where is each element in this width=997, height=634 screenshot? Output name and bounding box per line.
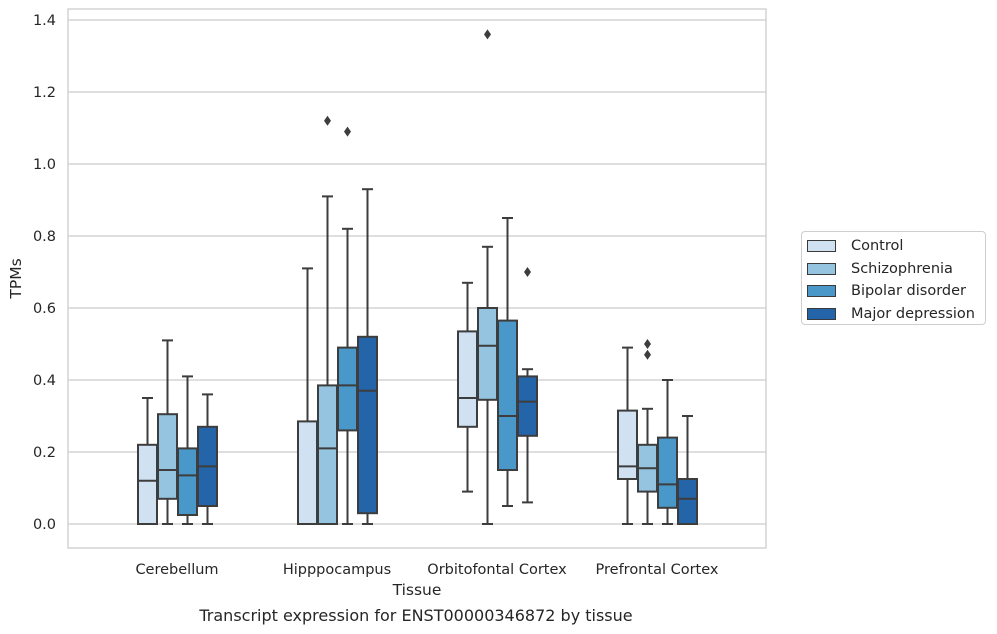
outlier-point xyxy=(524,267,531,277)
y-tick-label: 1.4 xyxy=(33,13,56,29)
y-tick-label: 0.6 xyxy=(33,301,56,317)
box-iqr xyxy=(137,443,158,525)
box-control xyxy=(617,346,638,525)
y-axis-label: TPMs xyxy=(7,258,25,299)
legend-label: Major depression xyxy=(851,305,975,322)
box-iqr xyxy=(357,335,378,515)
box-schizophrenia xyxy=(317,115,338,525)
outlier-point xyxy=(344,126,351,137)
chart-title: Transcript expression for ENST0000034687… xyxy=(199,606,633,625)
box-control xyxy=(457,281,478,493)
box-schizophrenia xyxy=(157,339,178,525)
legend: Control Schizophrenia Bipolar disorder Majo… xyxy=(801,231,986,325)
y-tick-label: 0.0 xyxy=(33,517,56,533)
box-iqr xyxy=(337,346,358,432)
box-iqr xyxy=(677,478,698,525)
box-schizophrenia xyxy=(637,339,658,525)
legend-item: Control xyxy=(807,235,985,258)
box-plot-marks xyxy=(137,29,698,525)
box-iqr xyxy=(497,319,518,471)
x-tick-label: Hipppocampus xyxy=(283,562,391,578)
legend-swatch xyxy=(807,307,836,320)
box-iqr xyxy=(157,413,178,500)
box-iqr xyxy=(617,409,638,481)
x-axis-label: Tissue xyxy=(392,581,442,599)
outlier-point xyxy=(644,349,651,360)
box-major-depression xyxy=(677,415,698,525)
y-tick-label: 0.8 xyxy=(33,229,56,245)
x-tick-label: Cerebellum xyxy=(135,562,218,578)
outlier-point xyxy=(644,339,651,349)
legend-item: Major depression xyxy=(807,303,985,326)
box-major-depression xyxy=(197,393,218,525)
box-bipolar-disorder xyxy=(177,375,198,525)
legend-swatch xyxy=(807,262,836,275)
legend-swatch xyxy=(807,285,836,298)
outlier-point xyxy=(484,29,491,40)
box-schizophrenia xyxy=(477,29,498,525)
box-major-depression xyxy=(517,267,538,504)
box-control xyxy=(297,267,318,525)
box-iqr xyxy=(517,375,538,437)
legend-swatch xyxy=(807,240,836,253)
box-bipolar-disorder xyxy=(497,217,518,507)
box-bipolar-disorder xyxy=(337,126,358,525)
y-axis-ticks: 0.0 0.2 0.4 0.6 0.8 1.0 1.2 1.4 xyxy=(33,13,56,533)
y-tick-label: 0.2 xyxy=(33,445,56,461)
box-control xyxy=(137,397,158,525)
legend-label: Schizophrenia xyxy=(851,260,953,277)
legend-item: Schizophrenia xyxy=(807,258,985,281)
outlier-point xyxy=(324,115,331,126)
box-major-depression xyxy=(357,188,378,525)
box-iqr xyxy=(657,436,678,509)
x-tick-label: Orbitofontal Cortex xyxy=(427,562,567,578)
box-bipolar-disorder xyxy=(657,379,678,525)
box-iqr xyxy=(317,384,338,525)
y-tick-label: 1.0 xyxy=(33,157,56,173)
x-axis-ticks: Cerebellum Hipppocampus Orbitofontal Corte… xyxy=(135,562,718,578)
plot-frame xyxy=(67,8,767,549)
y-tick-label: 0.4 xyxy=(33,373,56,389)
legend-label: Control xyxy=(851,238,904,255)
box-iqr xyxy=(297,420,318,525)
legend-label: Bipolar disorder xyxy=(851,283,966,300)
x-tick-label: Prefrontal Cortex xyxy=(596,562,719,578)
box-iqr xyxy=(477,307,498,401)
box-iqr xyxy=(177,447,198,516)
legend-item: Bipolar disorder xyxy=(807,280,985,303)
y-tick-label: 1.2 xyxy=(33,85,56,101)
box-iqr xyxy=(457,330,478,428)
